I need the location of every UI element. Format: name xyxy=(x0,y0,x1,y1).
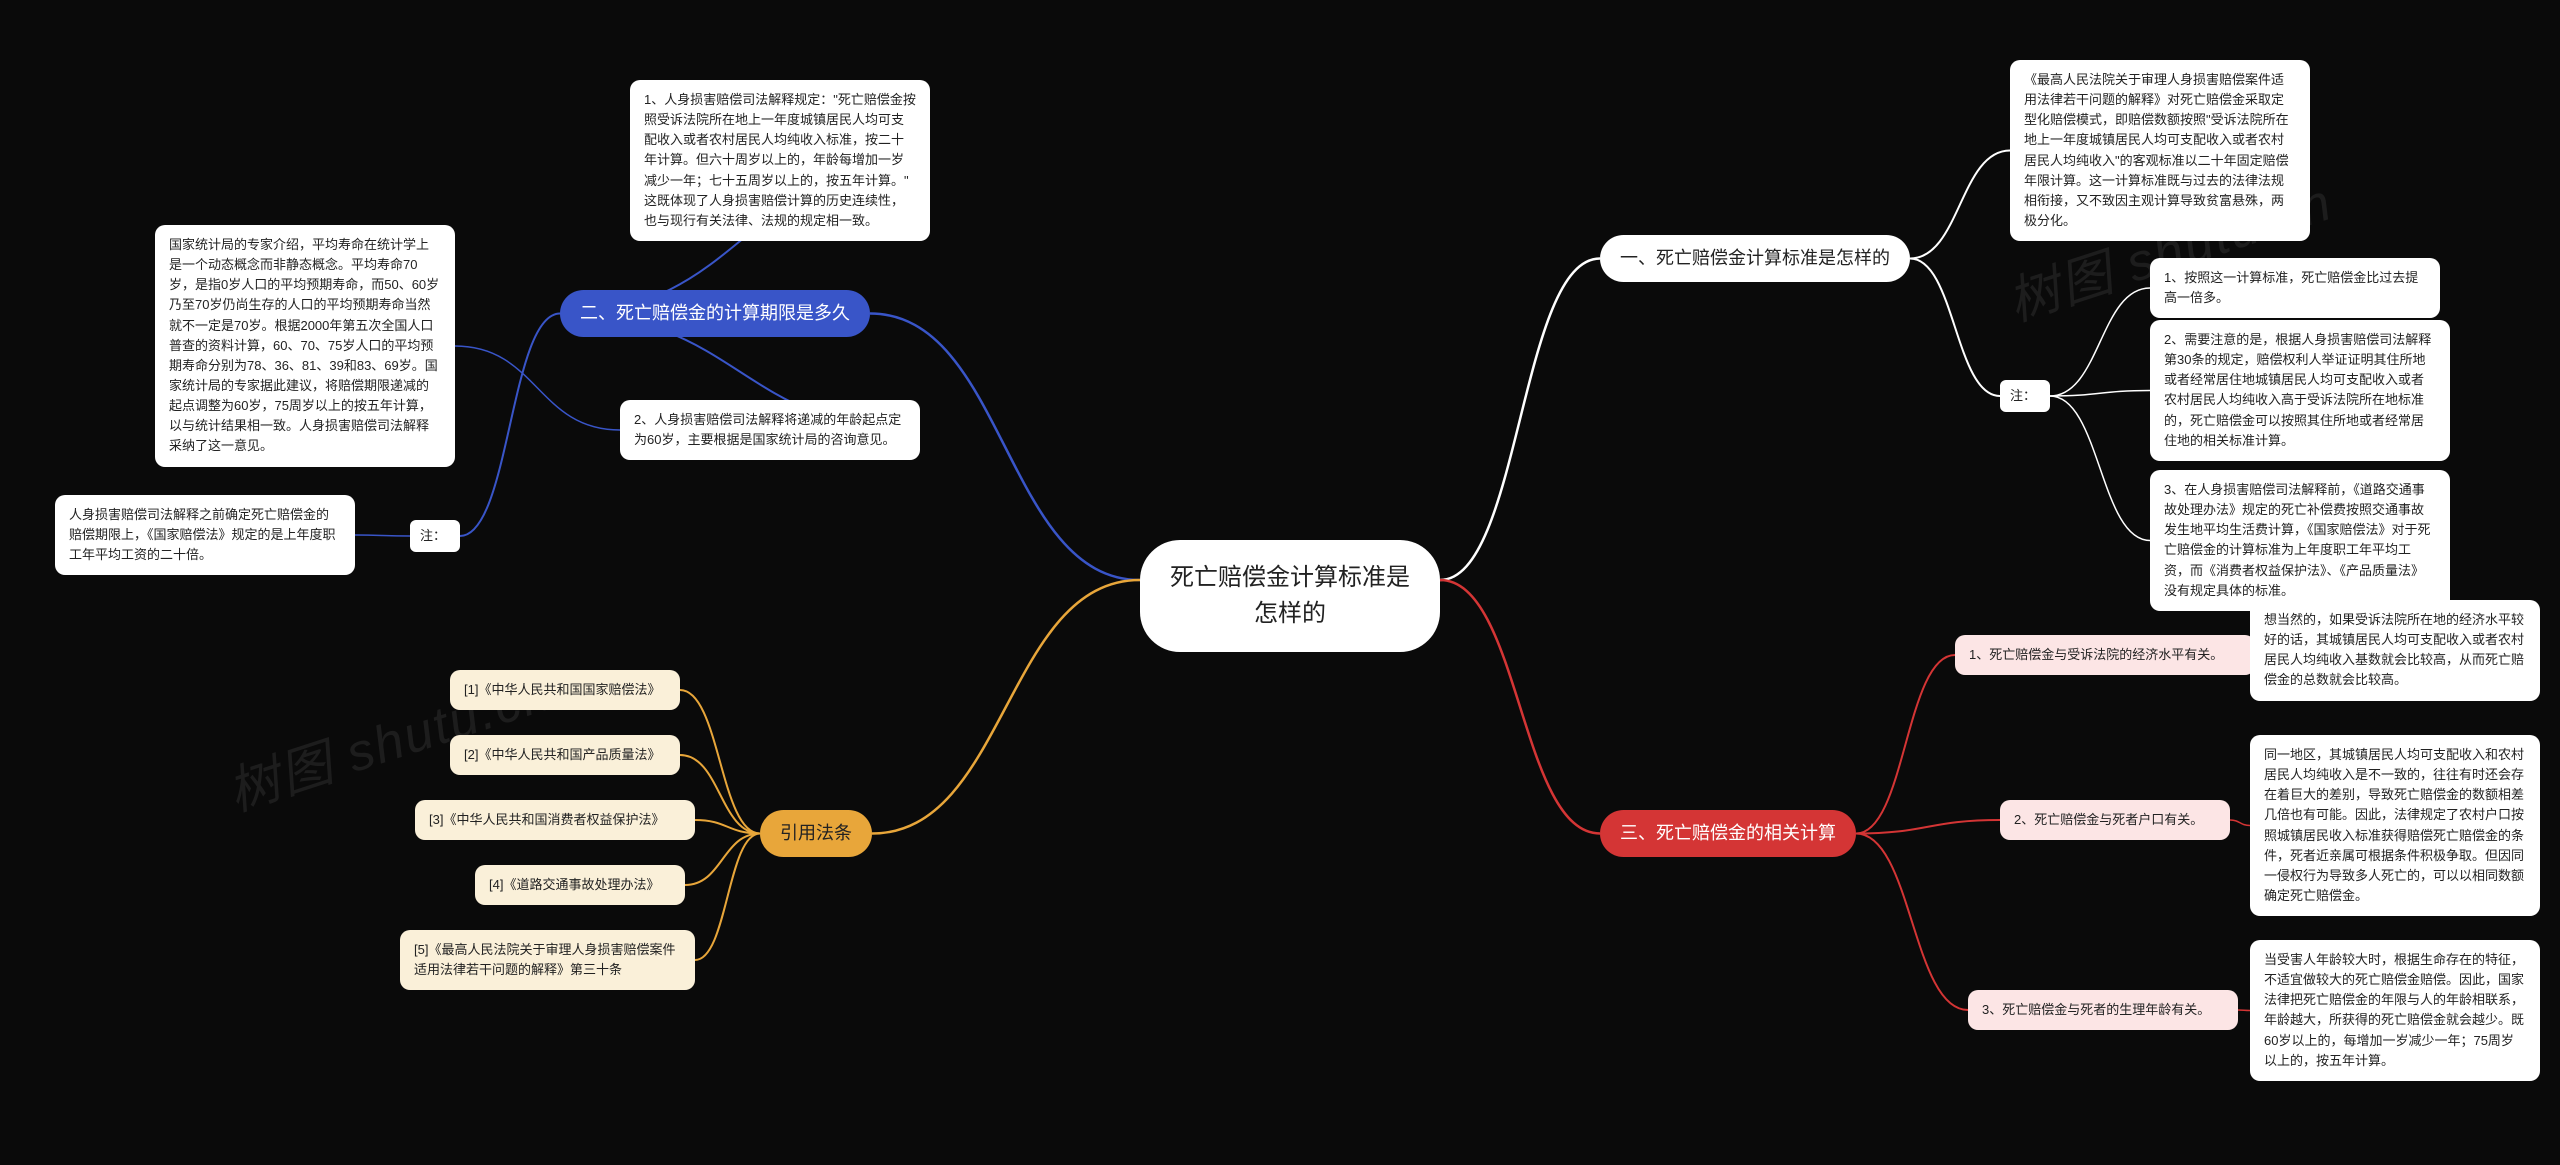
node-b3c3[interactable]: 3、死亡赔偿金与死者的生理年龄有关。 xyxy=(1968,990,2238,1030)
node-b3c1[interactable]: 1、死亡赔偿金与受诉法院的经济水平有关。 xyxy=(1955,635,2255,675)
branch-b2[interactable]: 二、死亡赔偿金的计算期限是多久 xyxy=(560,290,870,337)
node-b2c2a[interactable]: 国家统计局的专家介绍，平均寿命在统计学上是一个动态概念而非静态概念。平均寿命70… xyxy=(155,225,455,467)
center-node[interactable]: 死亡赔偿金计算标准是怎样的 xyxy=(1140,540,1440,652)
node-b4c4[interactable]: [4]《道路交通事故处理办法》 xyxy=(475,865,685,905)
node-b1note[interactable]: 注： xyxy=(2000,380,2050,412)
node-b1n2[interactable]: 2、需要注意的是，根据人身损害赔偿司法解释第30条的规定，赔偿权利人举证证明其住… xyxy=(2150,320,2450,461)
node-b4c1[interactable]: [1]《中华人民共和国国家赔偿法》 xyxy=(450,670,680,710)
node-b4c3[interactable]: [3]《中华人民共和国消费者权益保护法》 xyxy=(415,800,695,840)
node-b2note[interactable]: 注： xyxy=(410,520,460,552)
node-b3c2[interactable]: 2、死亡赔偿金与死者户口有关。 xyxy=(2000,800,2230,840)
node-b3c2a[interactable]: 同一地区，其城镇居民人均可支配收入和农村居民人均纯收入是不一致的，往往有时还会存… xyxy=(2250,735,2540,916)
node-b3c1a[interactable]: 想当然的，如果受诉法院所在地的经济水平较好的话，其城镇居民人均可支配收入或者农村… xyxy=(2250,600,2540,701)
node-b3c3a[interactable]: 当受害人年龄较大时，根据生命存在的特征，不适宜做较大的死亡赔偿金赔偿。因此，国家… xyxy=(2250,940,2540,1081)
node-b1n1[interactable]: 1、按照这一计算标准，死亡赔偿金比过去提高一倍多。 xyxy=(2150,258,2440,318)
node-b4c2[interactable]: [2]《中华人民共和国产品质量法》 xyxy=(450,735,680,775)
branch-b1[interactable]: 一、死亡赔偿金计算标准是怎样的 xyxy=(1600,235,1910,282)
node-b1n3[interactable]: 3、在人身损害赔偿司法解释前，《道路交通事故处理办法》规定的死亡补偿费按照交通事… xyxy=(2150,470,2450,611)
node-b2n1[interactable]: 人身损害赔偿司法解释之前确定死亡赔偿金的赔偿期限上，《国家赔偿法》规定的是上年度… xyxy=(55,495,355,575)
node-b4c5[interactable]: [5]《最高人民法院关于审理人身损害赔偿案件适用法律若干问题的解释》第三十条 xyxy=(400,930,695,990)
node-b2c1[interactable]: 1、人身损害赔偿司法解释规定："死亡赔偿金按照受诉法院所在地上一年度城镇居民人均… xyxy=(630,80,930,241)
branch-b4[interactable]: 引用法条 xyxy=(760,810,872,857)
node-b2c2[interactable]: 2、人身损害赔偿司法解释将递减的年龄起点定为60岁，主要根据是国家统计局的咨询意… xyxy=(620,400,920,460)
node-b1c1[interactable]: 《最高人民法院关于审理人身损害赔偿案件适用法律若干问题的解释》对死亡赔偿金采取定… xyxy=(2010,60,2310,241)
branch-b3[interactable]: 三、死亡赔偿金的相关计算 xyxy=(1600,810,1856,857)
